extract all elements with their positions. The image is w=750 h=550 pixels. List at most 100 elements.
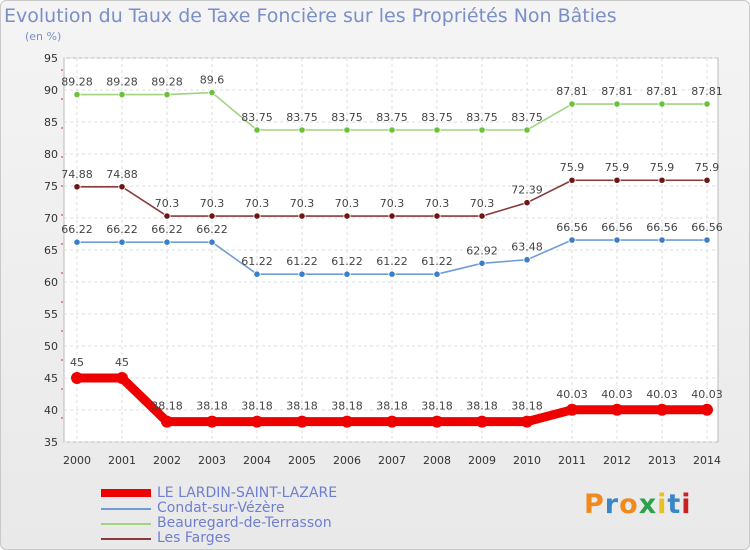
data-point — [253, 126, 261, 134]
data-label: 74.88 — [106, 168, 138, 181]
data-label: 89.28 — [61, 76, 93, 89]
legend-swatch — [101, 508, 151, 510]
data-point — [343, 126, 351, 134]
legend-label: LE LARDIN-SAINT-LAZARE — [157, 485, 338, 501]
data-point — [656, 403, 668, 416]
data-label: 83.75 — [421, 111, 453, 124]
data-label: 66.22 — [151, 223, 183, 236]
data-point — [253, 212, 261, 220]
data-label: 38.18 — [241, 400, 273, 413]
data-point — [343, 212, 351, 220]
data-point — [523, 126, 531, 134]
x-tick-label: 2014 — [693, 454, 721, 467]
y-tick-label: 75 — [44, 180, 58, 193]
data-point — [613, 100, 621, 108]
data-label: 45 — [115, 356, 129, 369]
data-point — [478, 212, 486, 220]
data-point — [388, 270, 396, 278]
data-point — [523, 256, 531, 264]
y-tick-label: 85 — [44, 116, 58, 129]
data-point — [208, 88, 216, 97]
data-point — [568, 236, 576, 244]
data-point — [296, 415, 308, 428]
data-label: 38.18 — [421, 400, 453, 413]
x-tick-label: 2006 — [333, 454, 361, 467]
data-label: 87.81 — [691, 85, 723, 98]
data-label: 89.28 — [151, 76, 183, 89]
data-label: 38.18 — [376, 400, 408, 413]
data-point — [433, 212, 441, 220]
data-point — [253, 270, 261, 278]
data-point — [523, 199, 531, 207]
data-point — [386, 415, 398, 428]
legend-label: Les Farges — [157, 530, 231, 546]
data-point — [208, 238, 216, 246]
x-tick-label: 2003 — [198, 454, 226, 467]
y-tick-label: 80 — [44, 148, 58, 161]
data-point — [521, 415, 533, 428]
x-tick-label: 2010 — [513, 454, 541, 467]
data-label: 83.75 — [511, 111, 543, 124]
data-point — [658, 100, 666, 108]
data-point — [341, 415, 353, 428]
data-label: 38.18 — [331, 400, 363, 413]
data-point — [703, 236, 711, 244]
data-point — [73, 238, 81, 246]
data-point — [478, 126, 486, 134]
y-tick-label: 50 — [44, 340, 58, 353]
chart-title: Evolution du Taux de Taxe Foncière sur l… — [4, 5, 617, 27]
data-label: 87.81 — [556, 85, 588, 98]
logo-letter: x — [638, 489, 658, 520]
logo-letter: r — [604, 489, 620, 520]
x-tick-label: 2004 — [243, 454, 271, 467]
data-point — [431, 415, 443, 428]
y-tick-label: 55 — [44, 308, 58, 321]
data-label: 38.18 — [151, 400, 183, 413]
data-label: 87.81 — [601, 85, 633, 98]
data-label: 70.3 — [380, 197, 405, 210]
data-point — [118, 91, 126, 99]
data-label: 40.03 — [556, 388, 588, 401]
data-label: 61.22 — [376, 255, 408, 268]
data-point — [118, 238, 126, 246]
y-tick-label: 35 — [44, 436, 58, 449]
data-point — [161, 415, 173, 428]
x-tick-label: 2000 — [63, 454, 91, 467]
y-tick-label: 70 — [44, 212, 58, 225]
chart-unit-label: (en %) — [25, 30, 62, 43]
data-point — [566, 403, 578, 416]
data-label: 38.18 — [286, 400, 318, 413]
data-point — [118, 183, 126, 191]
logo-letter: t — [667, 489, 682, 520]
data-label: 75.9 — [560, 161, 585, 174]
x-tick-label: 2001 — [108, 454, 136, 467]
data-point — [433, 126, 441, 134]
data-point — [298, 212, 306, 220]
x-tick-label: 2007 — [378, 454, 406, 467]
data-label: 83.75 — [241, 111, 273, 124]
data-label: 83.75 — [466, 111, 498, 124]
data-point — [163, 238, 171, 246]
legend-swatch — [101, 489, 151, 497]
legend-swatch — [101, 523, 151, 525]
data-label: 61.22 — [421, 255, 453, 268]
data-label: 40.03 — [601, 388, 633, 401]
logo-letter: P — [584, 489, 605, 520]
data-label: 66.56 — [646, 221, 678, 234]
data-point — [388, 126, 396, 134]
data-label: 70.3 — [335, 197, 360, 210]
data-point — [613, 236, 621, 244]
data-label: 62.92 — [466, 244, 498, 257]
data-label: 83.75 — [376, 111, 408, 124]
data-label: 66.22 — [106, 223, 138, 236]
data-label: 70.3 — [290, 197, 315, 210]
logo-letter: o — [619, 489, 639, 520]
data-point — [388, 212, 396, 220]
data-label: 66.22 — [61, 223, 93, 236]
data-label: 66.56 — [601, 221, 633, 234]
data-point — [298, 126, 306, 134]
data-point — [343, 270, 351, 278]
data-label: 40.03 — [646, 388, 678, 401]
x-tick-label: 2009 — [468, 454, 496, 467]
data-point — [73, 91, 81, 99]
